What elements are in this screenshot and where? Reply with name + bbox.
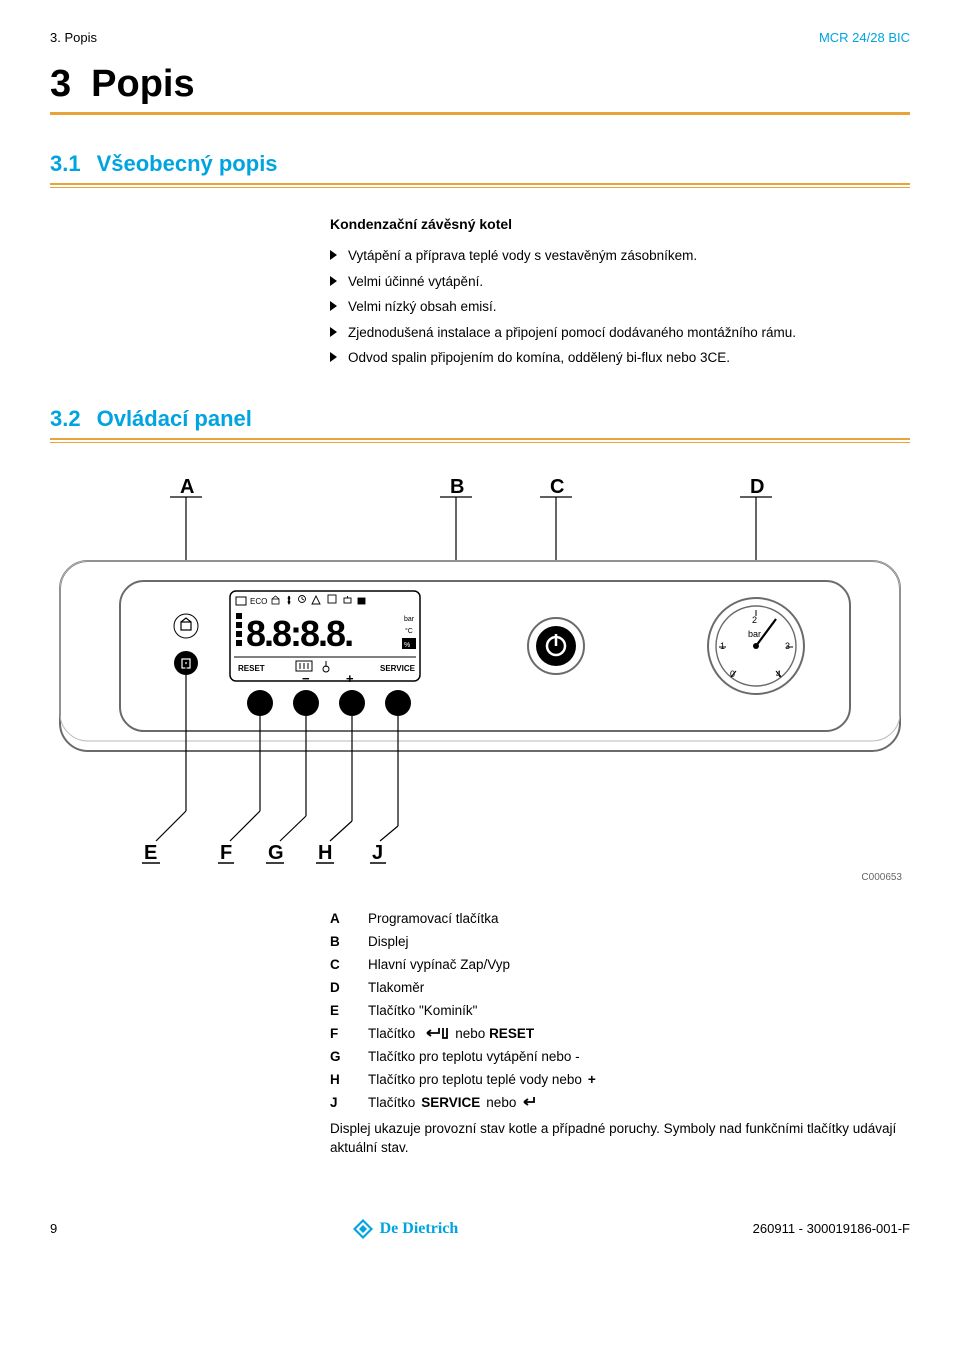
arrow-stop-icon (522, 1096, 540, 1108)
svg-text:%: % (404, 642, 410, 649)
section-number: 3.2 (50, 406, 81, 431)
legend-item: ETlačítko "Kominík" (330, 1003, 910, 1018)
brand-logo: De Dietrich (352, 1218, 459, 1240)
list-item: Velmi účinné vytápění. (330, 272, 910, 292)
doc-number: 260911 - 300019186-001-F (753, 1221, 910, 1236)
section-underline (50, 442, 910, 443)
diamond-icon (352, 1218, 374, 1240)
page-footer: 9 De Dietrich 260911 - 300019186-001-F (50, 1218, 910, 1240)
legend-item: BDisplej (330, 934, 910, 949)
svg-text:bar: bar (404, 616, 415, 623)
chapter-heading: 3 Popis (50, 63, 910, 106)
legend-note: Displej ukazuje provozní stav kotle a př… (330, 1120, 910, 1158)
legend-item: GTlačítko pro teplotu vytápění nebo - (330, 1049, 910, 1064)
label-A: A (180, 476, 194, 498)
legend-item: CHlavní vypínač Zap/Vyp (330, 957, 910, 972)
gauge-tick: 2 (752, 615, 757, 625)
legend: AProgramovací tlačítka BDisplej CHlavní … (330, 911, 910, 1158)
section-title: Ovládací panel (97, 406, 252, 431)
page-number: 9 (50, 1221, 57, 1236)
section-underline (50, 183, 910, 185)
label-G: G (268, 842, 284, 864)
legend-item: H Tlačítko pro teplotu teplé vody nebo + (330, 1072, 910, 1087)
section-heading-31: 3.1 Všeobecný popis (50, 151, 910, 177)
svg-text:+: + (346, 671, 354, 686)
chapter-title: Popis (91, 63, 194, 105)
lead-text: Kondenzační závěsný kotel (330, 216, 910, 232)
display-service-label: SERVICE (380, 664, 416, 673)
gauge-tick: 1 (720, 641, 725, 651)
chapter-number: 3 (50, 63, 71, 105)
section-heading-32: 3.2 Ovládací panel (50, 406, 910, 432)
legend-item: J Tlačítko SERVICE nebo (330, 1095, 910, 1110)
section-underline (50, 187, 910, 188)
display-reset-label: RESET (238, 664, 265, 673)
label-F: F (220, 842, 232, 864)
section-title: Všeobecný popis (97, 151, 278, 176)
gauge-tick: 0 (730, 669, 735, 679)
legend-item: F Tlačítko nebo RESET (330, 1026, 910, 1041)
legend-item: AProgramovací tlačítka (330, 911, 910, 926)
panel-svg: A B C D (50, 471, 910, 871)
list-item: Vytápění a příprava teplé vody s vestavě… (330, 246, 910, 266)
label-J: J (372, 842, 383, 864)
label-E: E (144, 842, 157, 864)
section-number: 3.1 (50, 151, 81, 176)
header-right: MCR 24/28 BIC (819, 30, 910, 45)
control-panel-diagram: A B C D (50, 471, 910, 883)
section-underline (50, 438, 910, 440)
diagram-code: C000653 (50, 872, 902, 883)
legend-item: DTlakoměr (330, 980, 910, 995)
bullet-list: Vytápění a příprava teplé vody s vestavě… (330, 246, 910, 368)
svg-text:°C: °C (405, 627, 413, 635)
label-H: H (318, 842, 332, 864)
header-left: 3. Popis (50, 30, 97, 45)
list-item: Zjednodušená instalace a připojení pomoc… (330, 323, 910, 343)
heading-underline (50, 112, 910, 115)
svg-text:−: − (302, 671, 310, 686)
gauge-unit: bar (748, 629, 761, 639)
display-eco-label: ECO (250, 597, 267, 606)
label-C: C (550, 476, 564, 498)
section-31-body: Kondenzační závěsný kotel Vytápění a pří… (330, 216, 910, 368)
list-item: Odvod spalin připojením do komína, odděl… (330, 348, 910, 368)
arrow-return-icon (421, 1026, 449, 1040)
page-header: 3. Popis MCR 24/28 BIC (50, 30, 910, 45)
label-D: D (750, 476, 764, 498)
label-B: B (450, 476, 464, 498)
gauge-tick: 3 (785, 641, 790, 651)
seven-segment: 8.8:8.8. (246, 613, 352, 654)
list-item: Velmi nízký obsah emisí. (330, 297, 910, 317)
